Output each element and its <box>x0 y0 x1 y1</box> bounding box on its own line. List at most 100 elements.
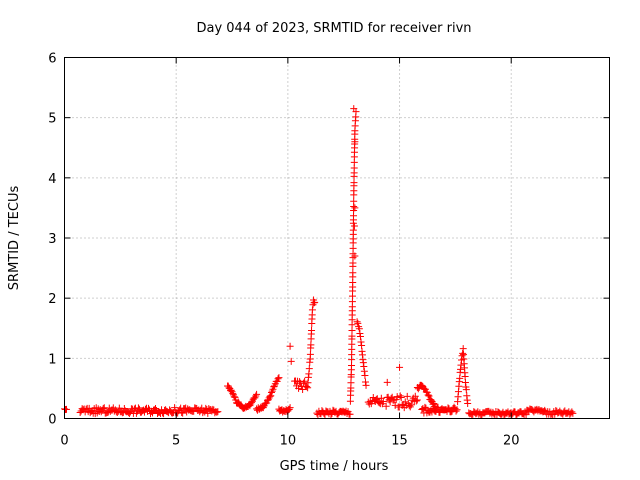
y-axis-label: SRMTID / TECUs <box>7 186 22 291</box>
data-point <box>411 392 419 400</box>
data-point <box>311 298 319 306</box>
data-point <box>346 410 354 418</box>
y-tick-label: 2 <box>48 292 56 307</box>
data-point <box>287 357 295 365</box>
data-point <box>424 391 432 399</box>
data-point <box>360 363 368 371</box>
data-point <box>308 306 316 314</box>
data-point <box>349 269 357 277</box>
data-point <box>327 411 335 419</box>
data-point <box>286 342 294 350</box>
points-layer <box>61 105 577 419</box>
x-tick-label: 10 <box>280 434 297 449</box>
data-point <box>179 409 187 417</box>
data-point <box>407 401 415 409</box>
data-point <box>251 394 259 402</box>
data-point <box>134 404 142 412</box>
data-point <box>230 393 238 401</box>
data-point <box>430 399 438 407</box>
data-point <box>462 386 470 394</box>
data-point <box>346 397 354 405</box>
data-point <box>301 377 309 385</box>
data-point <box>413 396 421 404</box>
data-point <box>252 392 260 400</box>
data-point <box>356 332 364 340</box>
data-point <box>382 402 390 410</box>
data-point <box>267 389 275 397</box>
data-point <box>214 408 222 416</box>
data-point <box>464 399 472 407</box>
grid-layer <box>64 57 610 419</box>
data-point <box>275 374 283 382</box>
data-point <box>353 318 361 326</box>
data-point <box>99 404 107 412</box>
data-point <box>383 378 391 386</box>
data-point <box>356 330 364 338</box>
data-point <box>393 393 401 401</box>
data-point <box>361 378 369 386</box>
data-point <box>305 365 313 373</box>
data-point <box>355 325 363 333</box>
data-point <box>286 404 294 412</box>
data-point <box>568 408 576 416</box>
data-point <box>361 371 369 379</box>
data-point <box>461 373 469 381</box>
data-point <box>227 386 235 394</box>
data-point <box>306 350 314 358</box>
x-axis-label: GPS time / hours <box>280 459 389 474</box>
data-point <box>350 179 358 187</box>
data-point <box>299 386 307 394</box>
data-point <box>421 403 429 411</box>
x-tick-label: 20 <box>503 434 520 449</box>
y-tick-label: 0 <box>48 413 56 428</box>
data-point <box>396 363 404 371</box>
data-point <box>412 397 420 405</box>
y-tick-label: 1 <box>48 352 56 367</box>
data-point <box>349 226 357 234</box>
data-point <box>360 367 368 375</box>
data-point <box>401 398 409 406</box>
data-point <box>266 392 274 400</box>
data-point <box>350 105 358 113</box>
data-point <box>350 222 358 230</box>
y-tick-label: 4 <box>48 172 56 187</box>
y-tick-label: 3 <box>48 232 56 247</box>
data-point <box>522 411 530 419</box>
data-point <box>569 409 577 417</box>
data-point <box>395 403 403 411</box>
data-point <box>373 395 381 403</box>
data-point <box>403 392 411 400</box>
data-point <box>213 408 221 416</box>
chart-title: Day 044 of 2023, SRMTID for receiver riv… <box>196 21 471 36</box>
data-point <box>444 404 452 412</box>
data-point <box>369 394 377 402</box>
data-point <box>144 404 152 412</box>
data-point <box>452 407 460 415</box>
x-tick-label: 15 <box>391 434 408 449</box>
data-point <box>351 138 359 146</box>
data-point <box>457 361 465 369</box>
y-tick-label: 5 <box>48 112 56 127</box>
data-point <box>432 407 440 415</box>
data-point <box>351 204 359 212</box>
data-point <box>285 405 293 413</box>
data-point <box>425 392 433 400</box>
data-point <box>354 319 362 327</box>
data-point <box>253 390 261 398</box>
data-point <box>307 341 315 349</box>
y-tick-label: 6 <box>48 52 56 67</box>
x-tick-label: 0 <box>60 434 68 449</box>
data-point <box>541 406 549 414</box>
data-point <box>453 406 461 414</box>
data-point <box>350 197 358 205</box>
data-point <box>391 401 399 409</box>
data-point <box>295 384 303 392</box>
data-point <box>420 384 428 392</box>
data-point <box>386 398 394 406</box>
data-point <box>274 375 282 383</box>
data-point <box>459 345 467 353</box>
ticks-layer: 0 1 2 3 4 5 6 0 5 10 15 20 <box>48 52 610 449</box>
data-point <box>396 392 404 400</box>
data-point <box>459 349 467 357</box>
x-tick-label: 5 <box>172 434 180 449</box>
